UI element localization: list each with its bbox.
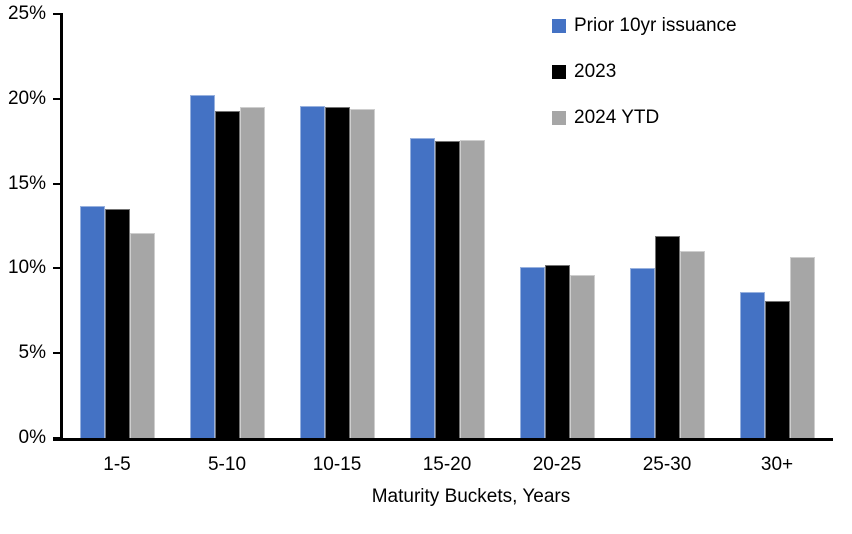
y-axis-line [60, 13, 63, 441]
y-axis-tick-2 [53, 267, 61, 270]
bar-series1-25-30 [654, 236, 680, 438]
legend-label-1: 2023 [574, 61, 617, 82]
bar-series2-5-10 [239, 107, 265, 438]
legend-swatch-icon [552, 111, 566, 125]
x-axis-label-1-5: 1-5 [103, 454, 131, 475]
x-axis-label-25-30: 25-30 [642, 454, 692, 475]
bar-series2-30+ [789, 256, 815, 438]
bar-series2-25-30 [679, 251, 705, 438]
legend-item-1: 2023 [552, 58, 737, 86]
bar-series1-20-25 [544, 265, 570, 438]
legend: Prior 10yr issuance 2023 2024 YTD [552, 12, 737, 132]
bar-series0-15-20 [409, 137, 435, 438]
bar-group-1-5 [62, 14, 172, 438]
y-axis-tick-5 [53, 13, 61, 15]
x-axis-label-30+: 30+ [760, 454, 794, 475]
x-axis-label-15-20: 15-20 [422, 454, 472, 475]
y-axis-tick-label-0: 0% [18, 427, 46, 448]
plot-area [62, 14, 832, 438]
x-axis-title: Maturity Buckets, Years [371, 486, 571, 507]
bar-series1-15-20 [434, 141, 460, 438]
bar-series2-15-20 [459, 139, 485, 438]
y-axis-tick-label-2: 10% [7, 257, 46, 279]
legend-swatch-icon [552, 65, 566, 79]
y-axis-tick-label-5: 25% [7, 3, 46, 24]
legend-item-2: 2024 YTD [552, 104, 737, 132]
x-axis-label-10-15: 10-15 [312, 454, 362, 475]
y-axis-tick-1 [53, 352, 61, 355]
bar-group-25-30 [612, 14, 722, 438]
bar-group-15-20 [392, 14, 502, 438]
y-axis-tick-label-4: 20% [7, 87, 46, 109]
bar-group-30+ [722, 14, 832, 438]
legend-label-2: 2024 YTD [574, 107, 660, 128]
x-axis-labels: 1-5 5-10 10-15 15-20 20-25 25-30 30+ [62, 453, 832, 477]
legend-swatch-icon [552, 19, 566, 33]
y-axis-tick-label-1: 5% [18, 342, 46, 364]
bar-group-20-25 [502, 14, 612, 438]
y-axis-tick-3 [53, 182, 61, 185]
bar-series0-25-30 [629, 268, 655, 438]
y-axis-tick-0 [53, 437, 61, 439]
x-axis-label-5-10: 5-10 [207, 454, 247, 475]
bar-series1-10-15 [324, 107, 350, 438]
bar-series1-5-10 [214, 110, 240, 438]
bar-series1-1-5 [104, 209, 130, 438]
x-axis-label-20-25: 20-25 [532, 454, 582, 475]
bar-series0-5-10 [189, 95, 215, 438]
bar-group-5-10 [172, 14, 282, 438]
bar-series0-30+ [739, 292, 765, 438]
legend-label-0: Prior 10yr issuance [574, 15, 737, 36]
y-axis-tick-4 [53, 97, 61, 100]
y-axis-tick-label-3: 15% [7, 172, 46, 194]
bar-series0-10-15 [299, 105, 325, 438]
bar-series2-20-25 [569, 275, 595, 438]
bar-series0-20-25 [519, 266, 545, 438]
bar-series2-10-15 [349, 109, 375, 438]
bar-series1-30+ [764, 300, 790, 438]
legend-item-0: Prior 10yr issuance [552, 12, 737, 40]
bar-group-10-15 [282, 14, 392, 438]
x-axis-line [53, 438, 833, 441]
bar-series2-1-5 [129, 232, 155, 438]
bar-series0-1-5 [79, 205, 105, 438]
